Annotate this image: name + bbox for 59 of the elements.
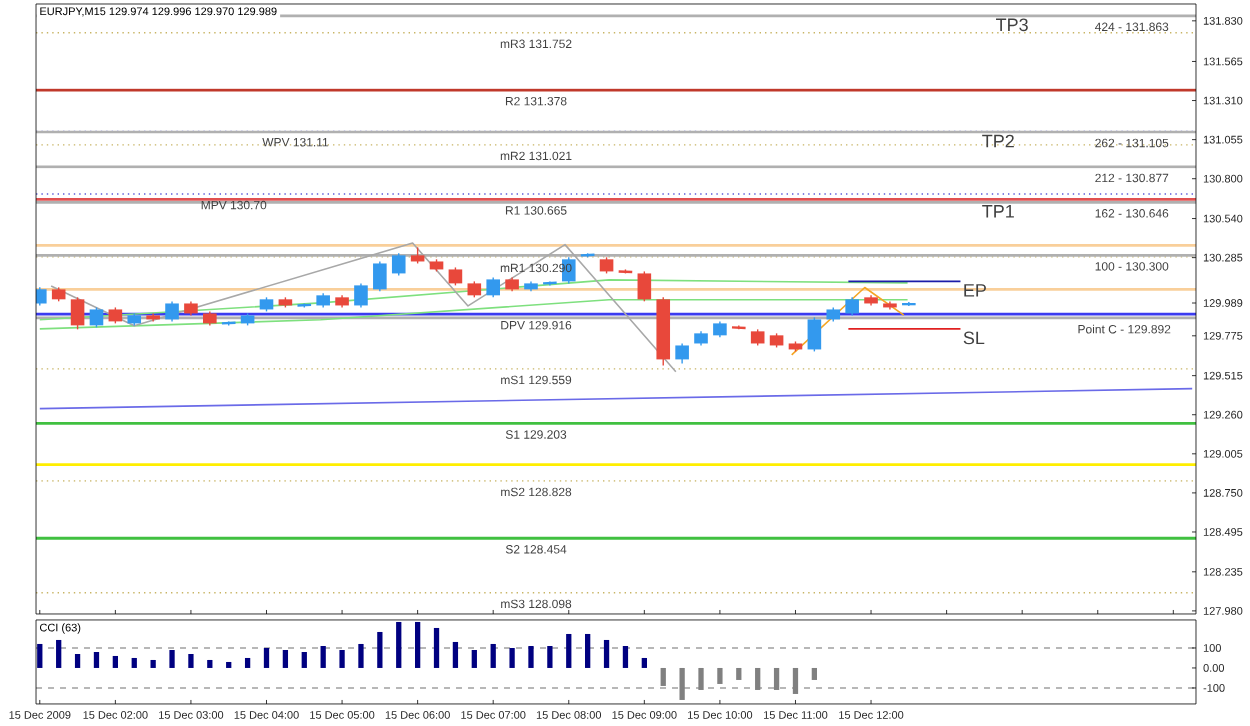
bar bbox=[244, 657, 251, 668]
bar bbox=[528, 645, 534, 668]
bar bbox=[471, 649, 477, 668]
bar bbox=[603, 639, 610, 668]
bar bbox=[396, 621, 402, 668]
bar bbox=[811, 667, 818, 680]
bar bbox=[585, 633, 591, 668]
annotation: EP bbox=[964, 284, 986, 297]
candlestick bbox=[807, 316, 822, 353]
bar bbox=[282, 649, 289, 668]
bar bbox=[74, 653, 81, 668]
annotation: TP3 bbox=[996, 18, 1028, 32]
bar bbox=[698, 667, 704, 690]
bar bbox=[320, 645, 326, 668]
bar bbox=[37, 643, 43, 668]
bar bbox=[377, 631, 383, 668]
bar bbox=[717, 667, 723, 684]
candlestick bbox=[70, 296, 85, 331]
bar bbox=[490, 643, 496, 668]
bar bbox=[169, 649, 175, 668]
bar bbox=[414, 621, 421, 668]
candlestick bbox=[391, 252, 406, 277]
bar bbox=[358, 643, 364, 668]
bar bbox=[622, 645, 629, 668]
candlestick bbox=[637, 270, 652, 303]
bar bbox=[773, 667, 780, 690]
bar bbox=[452, 641, 459, 668]
annotation: TP2 bbox=[982, 134, 1014, 148]
bar bbox=[547, 645, 553, 668]
candlestick bbox=[89, 306, 104, 329]
bar bbox=[207, 659, 213, 668]
bar bbox=[93, 651, 100, 668]
bar bbox=[566, 633, 572, 668]
bar bbox=[660, 667, 666, 686]
bar bbox=[641, 657, 647, 668]
bar bbox=[226, 661, 232, 668]
candlestick bbox=[165, 300, 179, 323]
bar bbox=[301, 651, 307, 668]
bar bbox=[188, 653, 194, 668]
candlestick bbox=[354, 282, 368, 309]
candlestick bbox=[675, 342, 689, 365]
bar bbox=[150, 659, 156, 668]
line-series bbox=[39, 279, 909, 321]
bar bbox=[736, 667, 742, 680]
candlestick bbox=[845, 296, 859, 317]
bar bbox=[679, 667, 685, 700]
bar bbox=[56, 639, 62, 668]
annotation: TP1 bbox=[982, 205, 1014, 218]
bar bbox=[131, 657, 137, 668]
bar bbox=[263, 647, 270, 668]
candlestick bbox=[486, 276, 501, 299]
bar bbox=[433, 627, 440, 668]
bar bbox=[755, 667, 761, 690]
bar bbox=[339, 649, 345, 668]
bar bbox=[792, 667, 799, 694]
bar bbox=[112, 655, 119, 668]
candlestick bbox=[373, 260, 387, 293]
bar bbox=[509, 647, 515, 668]
annotation: SL bbox=[963, 331, 985, 345]
